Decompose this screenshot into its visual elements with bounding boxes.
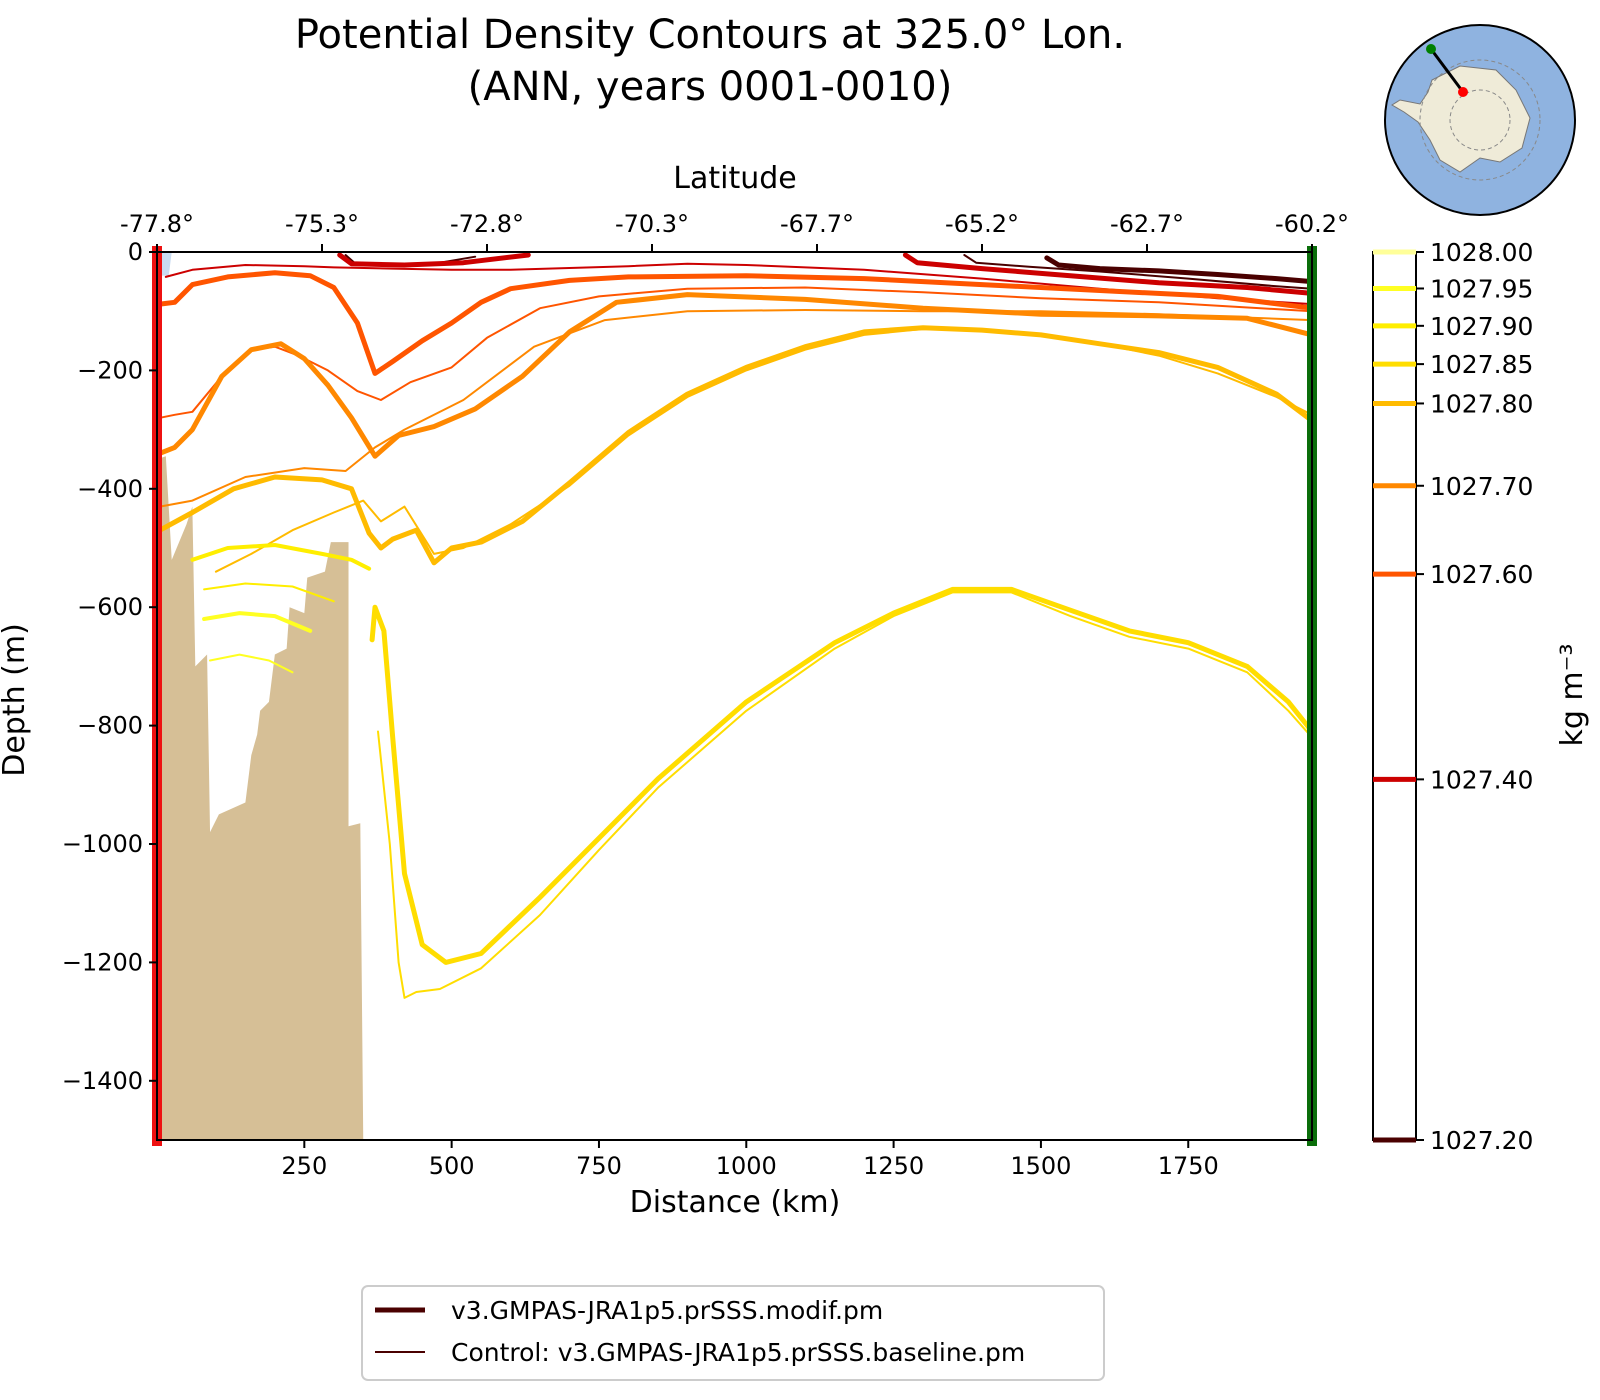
y-axis: 0 −200 −400 −600 −800 −1000 −1200 −1400 (62, 238, 157, 1095)
contour-line (190, 543, 372, 571)
lat-tick-label: -72.8° (450, 210, 524, 238)
colorbar-tick-label: 1028.00 (1430, 238, 1533, 267)
contour-line (157, 270, 1315, 376)
contour-line (209, 653, 294, 674)
inset-grid-ring (1449, 89, 1511, 151)
lat-tick-label: -62.7° (1110, 210, 1184, 238)
inset-grid-ring (1419, 59, 1541, 181)
legend-label-modif: v3.GMPAS-JRA1p5.prSSS.modif.pm (451, 1296, 883, 1325)
y-tick-label: −1400 (62, 1067, 143, 1095)
y-tick-label: −1200 (62, 948, 143, 976)
colorbar (1372, 251, 1417, 1141)
location-inset-map (1384, 24, 1576, 216)
colorbar-tick-label: 1027.90 (1430, 312, 1533, 341)
contour-line (157, 292, 1315, 459)
seafloor-land (157, 456, 364, 1140)
y-tick-label: −200 (77, 356, 143, 384)
inset-section-line (1429, 48, 1465, 93)
contour-line (157, 325, 1315, 566)
legend-label-control: Control: v3.GMPAS-JRA1p5.prSSS.baseline.… (451, 1338, 1025, 1367)
x-tick-label: 1500 (1010, 1152, 1071, 1180)
colorbar-tick-label: 1027.60 (1430, 560, 1533, 589)
colorbar-label: kg m⁻³ (1555, 643, 1590, 746)
contour-line (164, 262, 1313, 306)
contour-line (369, 586, 1315, 965)
plot-frame (156, 251, 1313, 1141)
lat-tick-label: -65.2° (945, 210, 1019, 238)
colorbar-tick-label: 1027.80 (1430, 389, 1533, 418)
contour-line (214, 328, 1313, 573)
x-axis: 250 500 750 1000 1250 1500 1750 (281, 1140, 1219, 1180)
legend: v3.GMPAS-JRA1p5.prSSS.modif.pm Control: … (361, 1285, 1105, 1381)
x-tick-label: 1750 (1158, 1152, 1219, 1180)
y-tick-label: −600 (77, 593, 143, 621)
x-tick-label: 1250 (863, 1152, 924, 1180)
lat-tick-label: -77.8° (120, 210, 194, 238)
contour-line (1044, 255, 1315, 285)
contour-lines (157, 252, 1315, 999)
lat-tick-label: -70.3° (615, 210, 689, 238)
y-axis-label: Depth (m) (0, 623, 32, 777)
lat-tick-label: -75.3° (285, 210, 359, 238)
inset-start-marker (1426, 44, 1436, 54)
x-tick-label: 1000 (716, 1152, 777, 1180)
colorbar-tick-label: 1027.70 (1430, 472, 1533, 501)
colorbar-tick-label: 1027.95 (1430, 274, 1533, 303)
latitude-axis-label: Latitude (673, 161, 796, 196)
contour-line (337, 252, 531, 268)
colorbar-tick-label: 1027.40 (1430, 765, 1533, 794)
contour-line (158, 309, 1313, 508)
land-mask-layer (157, 252, 364, 1140)
colorbar-levels: 1027.20 1027.40 1027.60 1027.70 1027.80 1027.… (1373, 238, 1533, 1155)
y-tick-label: −800 (77, 712, 143, 740)
x-tick-label: 500 (429, 1152, 475, 1180)
contour-line (377, 591, 1313, 999)
lat-tick-label: -60.2° (1275, 210, 1349, 238)
y-tick-label: 0 (128, 238, 143, 266)
x-axis-label: Distance (km) (630, 1185, 841, 1220)
y-tick-label: −1000 (62, 830, 143, 858)
colorbar-tick-label: 1027.85 (1430, 350, 1533, 379)
contour-line (203, 582, 335, 603)
chart-title-line1: Potential Density Contours at 325.0° Lon… (295, 12, 1125, 58)
latitude-axis: -77.8° -75.3° -72.8° -70.3° -67.7° -65.2° -62.… (120, 210, 1349, 252)
colorbar-tick-label: 1027.20 (1430, 1126, 1533, 1155)
contour-line (202, 611, 313, 633)
inset-end-marker (1458, 87, 1468, 97)
lat-tick-label: -67.7° (780, 210, 854, 238)
contour-line (963, 254, 1313, 290)
contour-line (902, 252, 1315, 296)
legend-box (361, 1285, 1105, 1381)
y-tick-label: −400 (77, 475, 143, 503)
x-tick-label: 250 (281, 1152, 327, 1180)
chart-title-line2: (ANN, years 0001-0010) (468, 64, 953, 110)
x-tick-label: 750 (576, 1152, 622, 1180)
